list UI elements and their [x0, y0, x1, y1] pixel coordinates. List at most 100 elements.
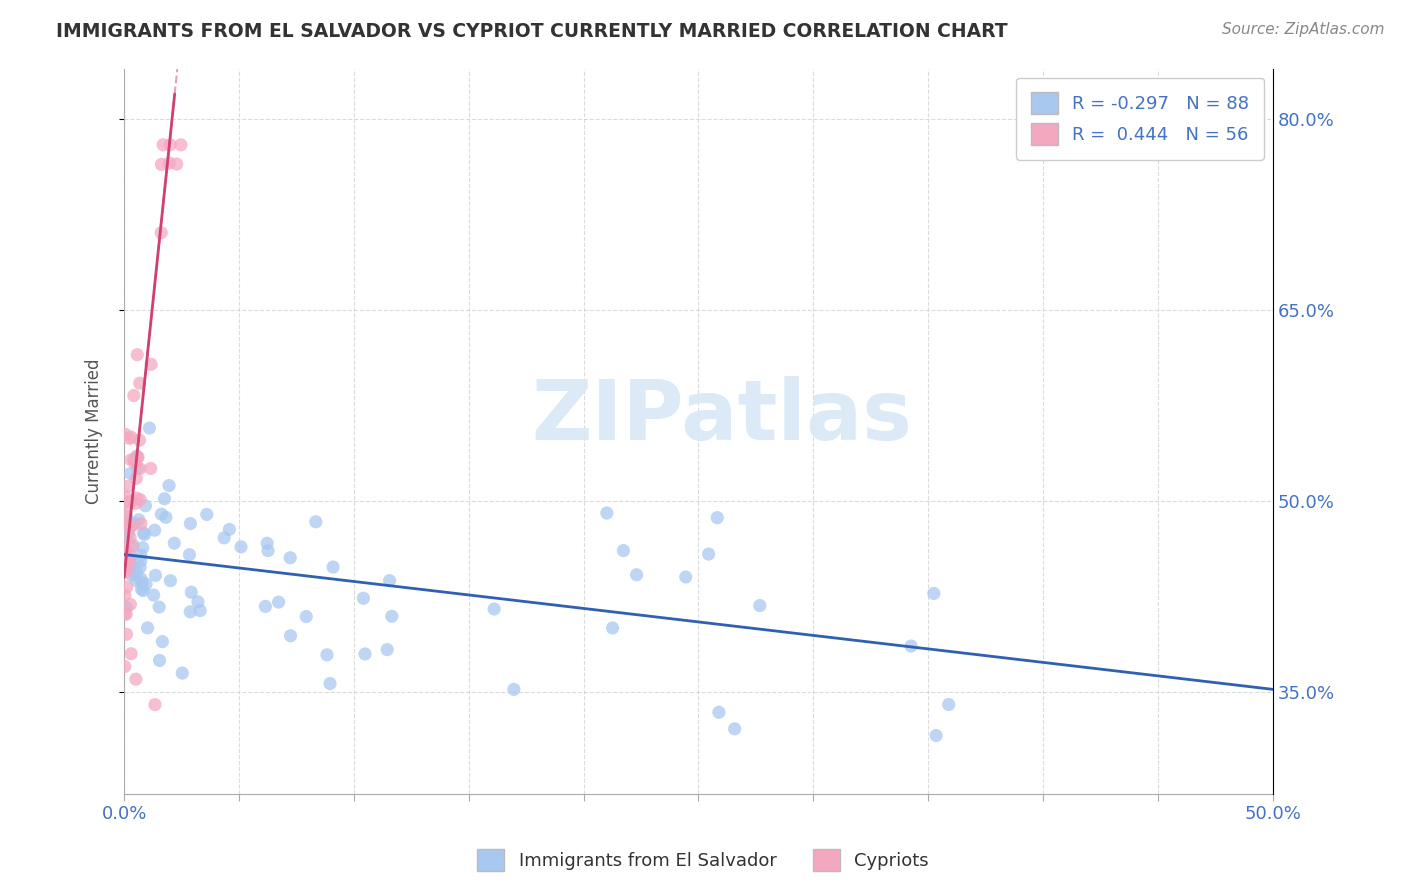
Point [938, 698, 960, 712]
Point [212, 531, 235, 545]
Point [127, 450, 149, 465]
Point [122, 453, 145, 467]
Point [117, 495, 139, 509]
Point [139, 357, 162, 371]
Point [115, 509, 138, 524]
Point [612, 543, 634, 558]
Point [120, 430, 142, 444]
Point [122, 517, 145, 532]
Point [482, 602, 505, 616]
Point [148, 653, 170, 667]
Point [132, 525, 155, 540]
Point [115, 580, 138, 594]
Y-axis label: Currently Married: Currently Married [86, 359, 103, 504]
Point [142, 588, 165, 602]
Point [120, 531, 142, 545]
Point [723, 722, 745, 736]
Point [179, 605, 201, 619]
Point [134, 527, 156, 541]
Point [114, 495, 136, 509]
Point [114, 542, 136, 557]
Point [120, 647, 142, 661]
Point [115, 544, 138, 558]
Point [125, 566, 148, 580]
Point [163, 536, 186, 550]
Point [127, 461, 149, 475]
Point [120, 494, 142, 508]
Point [188, 603, 211, 617]
Point [117, 552, 139, 566]
Point [115, 607, 138, 622]
Point [150, 507, 173, 521]
Point [120, 453, 142, 467]
Point [115, 529, 138, 543]
Point [626, 567, 648, 582]
Point [120, 467, 142, 481]
Point [125, 491, 148, 505]
Point [129, 554, 152, 568]
Point [120, 549, 142, 563]
Point [122, 388, 145, 402]
Point [114, 489, 136, 503]
Text: Source: ZipAtlas.com: Source: ZipAtlas.com [1222, 22, 1385, 37]
Point [150, 157, 173, 171]
Point [129, 492, 152, 507]
Point [278, 550, 301, 565]
Point [257, 543, 280, 558]
Point [128, 513, 150, 527]
Point [145, 568, 167, 582]
Point [120, 520, 142, 534]
Point [138, 421, 160, 435]
Point [256, 536, 278, 550]
Point [172, 666, 194, 681]
Point [117, 479, 139, 493]
Point [132, 541, 155, 555]
Point [180, 585, 202, 599]
Point [127, 348, 149, 362]
Point [155, 510, 177, 524]
Point [602, 621, 624, 635]
Point [157, 156, 180, 170]
Point [187, 595, 209, 609]
Point [124, 496, 146, 510]
Point [502, 682, 524, 697]
Point [115, 507, 138, 521]
Point [128, 433, 150, 447]
Point [254, 599, 277, 614]
Point [125, 574, 148, 588]
Point [267, 595, 290, 609]
Point [139, 461, 162, 475]
Point [115, 600, 138, 615]
Point [115, 516, 138, 530]
Point [922, 586, 945, 600]
Point [115, 627, 138, 641]
Point [121, 559, 143, 574]
Point [114, 607, 136, 621]
Point [900, 639, 922, 653]
Point [115, 551, 138, 566]
Point [218, 522, 240, 536]
Point [152, 634, 174, 648]
Point [375, 642, 398, 657]
Point [118, 552, 141, 566]
Point [114, 588, 136, 602]
Point [305, 515, 328, 529]
Point [195, 508, 218, 522]
Point [129, 560, 152, 574]
Text: IMMIGRANTS FROM EL SALVADOR VS CYPRIOT CURRENTLY MARRIED CORRELATION CHART: IMMIGRANTS FROM EL SALVADOR VS CYPRIOT C… [56, 22, 1008, 41]
Point [128, 376, 150, 391]
Point [118, 431, 141, 445]
Point [319, 676, 342, 690]
Point [115, 565, 138, 579]
Point [124, 455, 146, 469]
Point [675, 570, 697, 584]
Legend: Immigrants from El Salvador, Cypriots: Immigrants from El Salvador, Cypriots [470, 842, 936, 879]
Point [295, 609, 318, 624]
Point [125, 471, 148, 485]
Point [117, 557, 139, 571]
Point [129, 572, 152, 586]
Text: ZIPatlas: ZIPatlas [531, 376, 912, 457]
Point [118, 521, 141, 535]
Point [707, 706, 730, 720]
Point [170, 137, 193, 152]
